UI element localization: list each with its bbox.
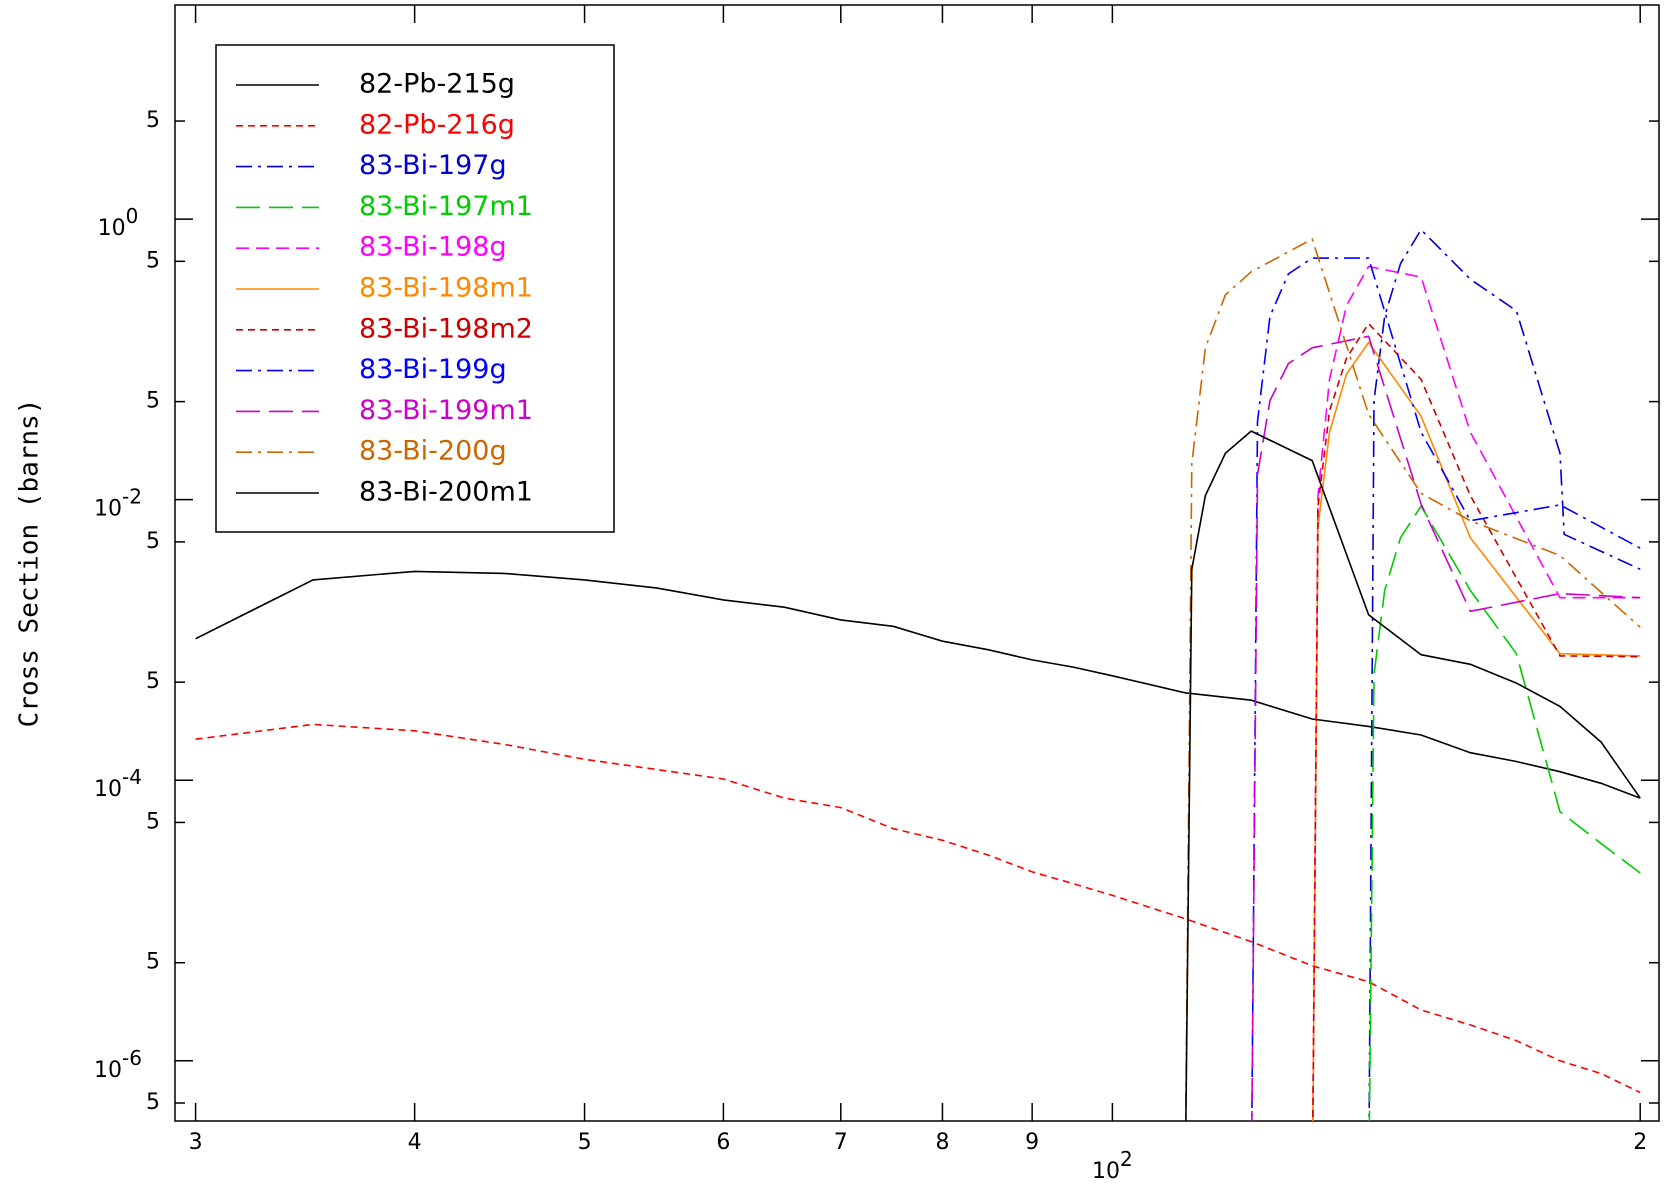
y-tick-label-base: 5 (146, 248, 160, 273)
y-tick-label: 100 (98, 204, 139, 242)
series-line (1251, 257, 1641, 1121)
y-tick-label: 5 (146, 529, 160, 554)
legend-label: 83-Bi-199g (359, 354, 507, 385)
y-tick-label: 5 (146, 669, 160, 694)
y-tick-label: 5 (146, 950, 160, 975)
x-tick-label: 4 (408, 1130, 422, 1155)
y-tick-label-base: 10 (94, 497, 122, 522)
plot-frame (174, 4, 1660, 1122)
x-tick-label-base: 5 (578, 1130, 592, 1155)
y-axis-label: Cross Section (barns) (15, 399, 45, 728)
y-tick-label-exponent: -6 (122, 1045, 142, 1069)
y-tick-label: 5 (146, 248, 160, 273)
x-tick-label-base: 6 (716, 1130, 730, 1155)
y-tick-label-exponent: -2 (122, 484, 142, 508)
series-line (195, 723, 1641, 1094)
legend-label: 83-Bi-198m2 (359, 313, 533, 344)
x-tick-label-base: 7 (834, 1130, 848, 1155)
series-line (1251, 335, 1641, 1121)
y-tick-label-base: 10 (94, 777, 122, 802)
y-tick-label: 10-6 (94, 1045, 142, 1083)
legend-label: 83-Bi-200m1 (359, 477, 533, 508)
y-tick-label: 5 (146, 108, 160, 133)
x-tick-label: 2 (1633, 1130, 1647, 1155)
series-line (1184, 237, 1641, 1121)
legend-label: 83-Bi-200g (359, 436, 507, 467)
legend-label: 83-Bi-197g (359, 150, 507, 181)
y-tick-label: 10-2 (94, 484, 142, 522)
series-line (1368, 228, 1641, 1121)
legend-label: 83-Bi-197m1 (359, 191, 533, 222)
x-tick-label: 9 (1025, 1130, 1039, 1155)
lines (195, 228, 1641, 1121)
y-tick-label-base: 5 (146, 108, 160, 133)
y-tick-label-base: 5 (146, 1090, 160, 1115)
series-line (1312, 322, 1641, 1121)
legend-label: 83-Bi-198m1 (359, 273, 533, 304)
x-tick-label-base: 2 (1633, 1130, 1647, 1155)
legend-label: 83-Bi-198g (359, 232, 507, 263)
x-tick-label-base: 10 (1092, 1159, 1120, 1184)
series-line (1312, 265, 1641, 1121)
y-tick-label-base: 5 (146, 669, 160, 694)
y-tick-label: 10-4 (94, 765, 142, 803)
x-tick-label-exponent: 2 (1120, 1147, 1133, 1171)
series-line (1312, 341, 1641, 1121)
y-tick-label-base: 5 (146, 809, 160, 834)
x-tick-label: 102 (1092, 1147, 1133, 1185)
x-tick-label-base: 8 (935, 1130, 949, 1155)
y-tick-label: 5 (146, 1090, 160, 1115)
legend-label: 82-Pb-215g (359, 69, 515, 100)
y-tick-label-base: 10 (94, 1058, 122, 1083)
x-tick-label-base: 4 (408, 1130, 422, 1155)
series-line (195, 570, 1641, 799)
y-tick-label-exponent: -4 (122, 765, 142, 789)
x-tick-label: 3 (189, 1130, 203, 1155)
x-tick-label-base: 3 (189, 1130, 203, 1155)
x-tick-label: 5 (578, 1130, 592, 1155)
y-tick-label-base: 10 (98, 216, 126, 241)
y-tick-label-base: 5 (146, 389, 160, 414)
y-tick-label-base: 5 (146, 950, 160, 975)
series-line (1368, 504, 1641, 1121)
x-tick-label: 6 (716, 1130, 730, 1155)
x-tick-label-base: 9 (1025, 1130, 1039, 1155)
series-line (1185, 430, 1641, 1121)
y-tick-label-exponent: 0 (126, 204, 139, 228)
y-tick-label: 5 (146, 809, 160, 834)
x-tick-label: 8 (935, 1130, 949, 1155)
legend-label: 82-Pb-216g (359, 109, 515, 140)
y-tick-label: 5 (146, 389, 160, 414)
legend-label: 83-Bi-199m1 (359, 395, 533, 426)
y-tick-label-base: 5 (146, 529, 160, 554)
x-tick-label: 7 (834, 1130, 848, 1155)
